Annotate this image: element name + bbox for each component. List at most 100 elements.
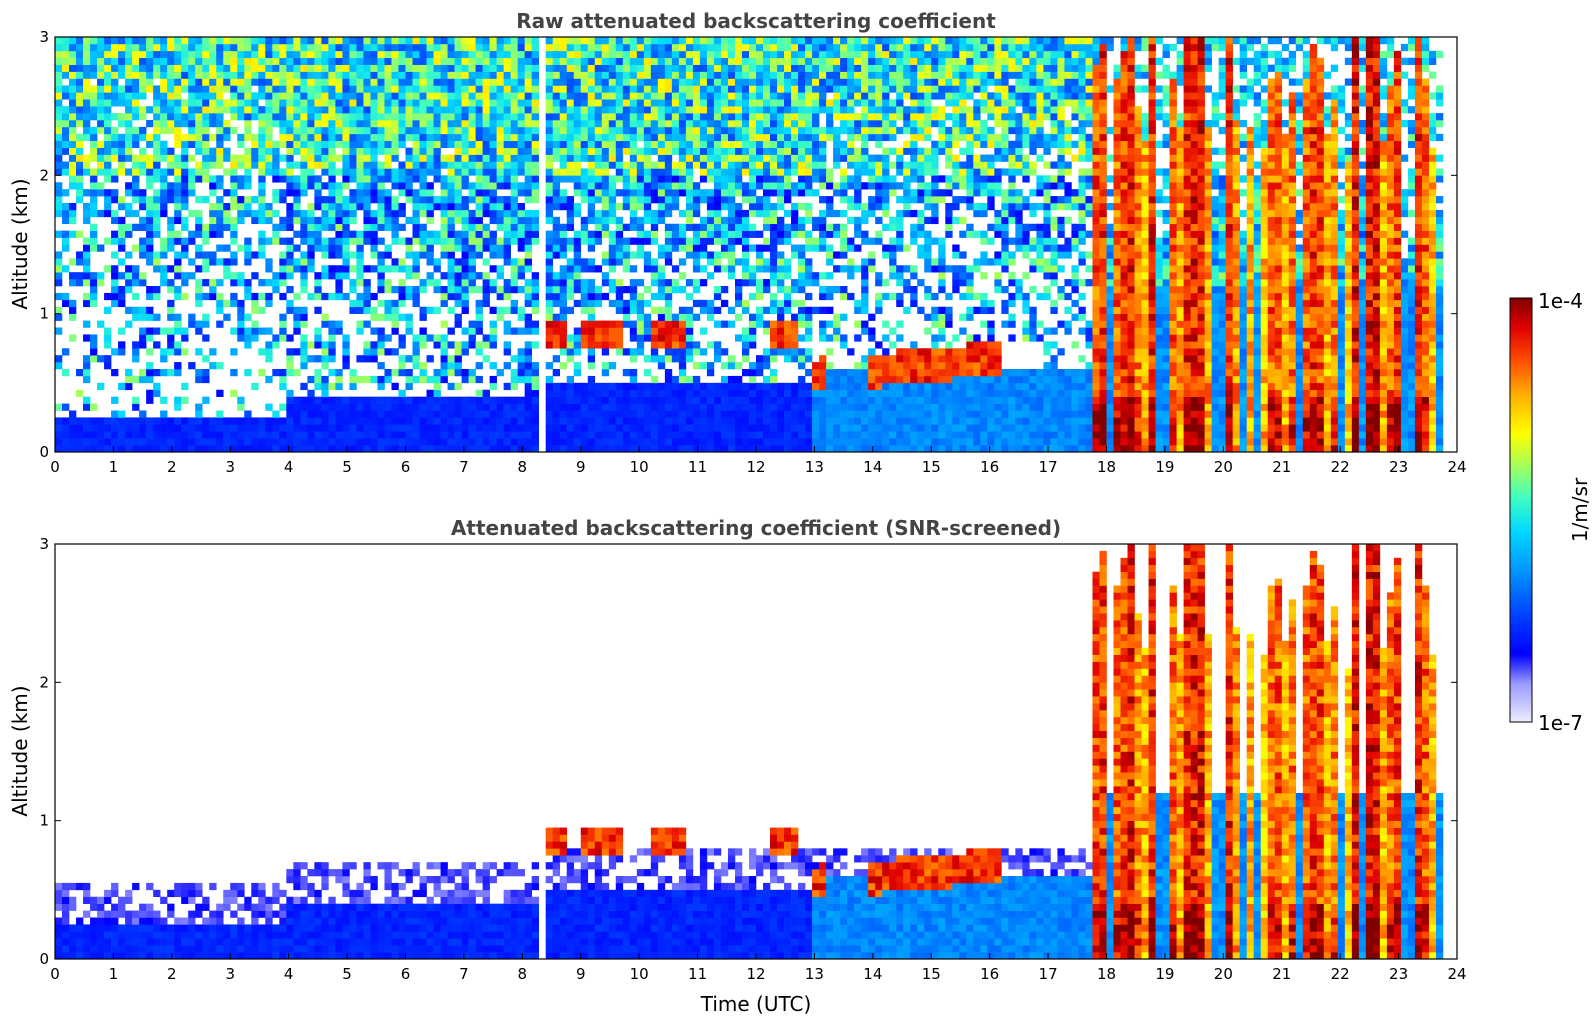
panel1-cell [587, 209, 596, 218]
panel1-cell [489, 161, 497, 169]
panel1-cell [426, 209, 434, 218]
panel1-cell [342, 147, 350, 155]
panel1-cell [580, 78, 589, 86]
panel1-cell [615, 237, 624, 245]
panel1-cell [510, 279, 518, 287]
panel1-cell [293, 99, 301, 107]
panel1-cell [90, 355, 98, 363]
panel1-cell [461, 299, 469, 308]
panel1-cell [167, 154, 175, 162]
panel1-cell [468, 113, 476, 121]
panel1-cell [727, 57, 736, 65]
panel1-cell [805, 348, 813, 356]
panel1-cell [167, 223, 175, 231]
panel1-cell [524, 382, 532, 391]
panel1-cell [510, 175, 518, 183]
panel1-cell [349, 50, 357, 59]
panel1-cell [531, 369, 539, 377]
panel1-cell [111, 37, 119, 45]
panel1-cell [111, 417, 119, 425]
panel1-cell [384, 438, 392, 446]
panel1-cell [461, 375, 469, 384]
panel1-cell [384, 43, 392, 52]
panel1-cell [756, 417, 764, 425]
panel1-cell [55, 306, 63, 314]
panel1-cell [531, 389, 539, 397]
panel1-cell [510, 37, 518, 45]
panel1-cell [489, 78, 497, 86]
panel1-cell [391, 230, 399, 238]
panel1-cell [671, 133, 680, 142]
panel1-cell [454, 403, 462, 411]
panel1-cell [447, 209, 455, 218]
panel1-cell [377, 209, 385, 218]
panel1-cell [566, 265, 575, 273]
panel1-cell [188, 438, 196, 446]
panel1-cell [174, 417, 182, 425]
panel1-cell [496, 113, 504, 121]
panel1-cell [496, 120, 504, 128]
panel1-cell [216, 120, 224, 128]
panel1-cell [307, 37, 315, 45]
panel1-cell [601, 71, 610, 79]
panel1-cell [293, 106, 301, 114]
panel1-cell [69, 99, 77, 107]
panel1-cell [300, 424, 308, 432]
panel1-cell [805, 327, 813, 335]
panel1-cell [678, 258, 687, 266]
panel1-cell [748, 410, 757, 418]
panel1-cell [454, 99, 462, 107]
panel1-cell [286, 362, 294, 370]
panel1-cell [118, 445, 126, 452]
panel1-cell [132, 223, 140, 231]
panel1-cell [496, 133, 504, 142]
panel1-cell [69, 209, 77, 218]
panel1-cell [335, 106, 343, 114]
panel1-cell [300, 161, 308, 169]
panel1-cell [720, 362, 729, 370]
panel1-cell [482, 57, 490, 65]
panel1-cell [461, 175, 469, 183]
panel1-cell [230, 196, 238, 204]
panel1-cell [223, 78, 231, 86]
panel1-cell [286, 106, 294, 114]
panel1-cell [531, 196, 539, 204]
panel1-cell [685, 161, 694, 169]
panel1-cell [216, 126, 224, 135]
panel1-cell [223, 64, 231, 72]
panel1-cell [685, 306, 694, 314]
panel1-cell [405, 147, 413, 155]
panel1-cell [615, 133, 624, 142]
panel1-cell [146, 71, 154, 79]
panel1-cell [454, 78, 462, 86]
panel1-cell [62, 43, 70, 52]
panel1-cell [503, 37, 511, 45]
panel1-cell [83, 189, 91, 197]
panel1-cell [405, 396, 413, 404]
panel1-cell [419, 106, 427, 114]
panel1-cell [475, 438, 483, 446]
panel1-cell [118, 99, 126, 107]
panel1-cell [377, 431, 385, 439]
panel1-cell [405, 71, 413, 79]
panel1-cell [763, 50, 771, 59]
panel1-cell [566, 57, 575, 65]
panel1-cell [503, 71, 511, 79]
panel1-cell [272, 369, 280, 377]
panel1-cell [118, 161, 126, 169]
panel1-cell [720, 417, 729, 425]
panel1-cell [756, 410, 764, 418]
panel1-cell [678, 327, 687, 335]
panel1-cell [454, 341, 462, 349]
panel1-cell [293, 37, 301, 45]
panel1-cell [181, 154, 189, 162]
panel1-cell [657, 50, 666, 59]
panel1-cell [97, 78, 105, 86]
panel1-cell [791, 133, 799, 142]
panel1-cell [685, 424, 694, 432]
panel1-cell [265, 147, 273, 155]
panel1-cell [153, 438, 161, 446]
panel1-cell [636, 196, 645, 204]
panel1-cell [356, 147, 364, 155]
panel1-cell [559, 189, 568, 197]
